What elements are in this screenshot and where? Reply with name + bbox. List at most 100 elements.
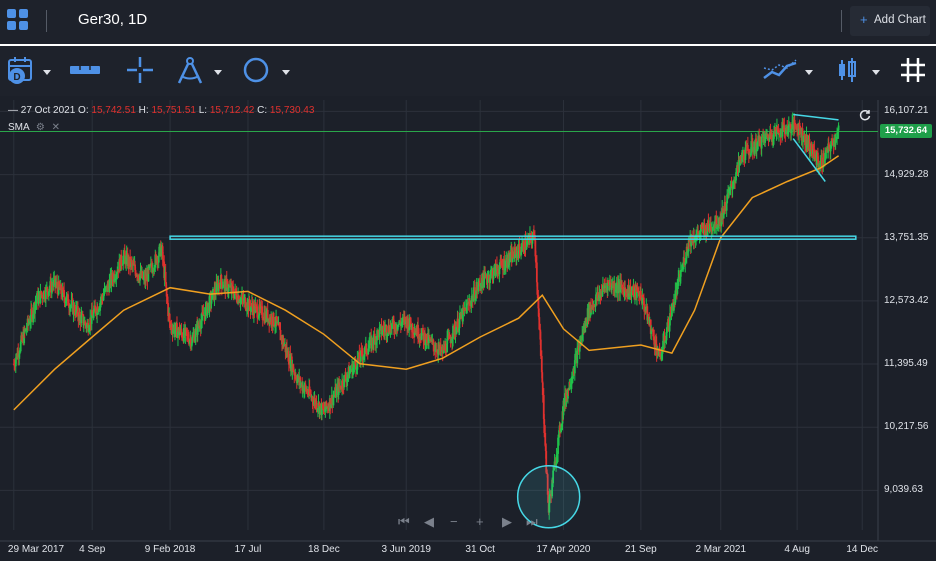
candle-body: [807, 139, 810, 145]
scroll-start-icon[interactable]: ⏮: [398, 514, 410, 529]
crosshair-icon[interactable]: [124, 54, 156, 86]
candle-body: [553, 461, 556, 466]
candle-body: [512, 251, 515, 258]
candle-body: [755, 149, 758, 152]
candle-body: [669, 313, 671, 326]
tab-ger30[interactable]: Ger30, 1D: [50, 0, 168, 46]
candle-body: [646, 317, 649, 321]
sma-line: [13, 155, 840, 411]
candle-body: [800, 128, 803, 138]
candlestick-type-icon[interactable]: [834, 54, 860, 86]
candle-body: [367, 348, 370, 355]
candle-body: [559, 425, 561, 432]
settings-icon[interactable]: ⚙: [35, 122, 45, 133]
candle-body: [831, 140, 834, 146]
candle-body: [828, 144, 831, 150]
candle-body: [338, 382, 341, 387]
candle-body: [360, 350, 363, 352]
candle-body: [310, 396, 313, 398]
candle-body: [90, 310, 93, 324]
candle-body: [40, 291, 43, 296]
scroll-left-icon[interactable]: ◀: [424, 514, 434, 529]
candle-body: [275, 316, 278, 323]
candle-body: [790, 129, 793, 134]
candle-body: [283, 345, 285, 347]
candle-body: [256, 317, 259, 319]
scroll-right-icon[interactable]: ▶: [502, 514, 512, 529]
candle-body: [65, 295, 68, 302]
candle-body: [321, 403, 323, 415]
candle-body: [662, 340, 664, 350]
grid-toggle-icon[interactable]: [898, 54, 928, 86]
refresh-icon[interactable]: [858, 108, 872, 122]
circle-shape-icon[interactable]: [240, 54, 272, 86]
candle-body: [241, 294, 244, 299]
chart-canvas[interactable]: [0, 96, 936, 561]
candle-body: [314, 397, 316, 405]
zoom-out-icon[interactable]: −: [450, 514, 458, 529]
candle-body: [303, 384, 306, 390]
x-tick-label: 4 Aug: [784, 544, 810, 555]
x-tick-label: 29 Mar 2017: [7, 544, 65, 555]
candle-body: [508, 258, 511, 263]
chevron-down-icon[interactable]: [282, 70, 290, 75]
candle-body: [210, 299, 213, 304]
candle-body: [334, 387, 337, 398]
candle-body: [117, 269, 120, 272]
candle-body: [80, 314, 83, 316]
candle-body: [196, 322, 199, 335]
candle-body: [686, 251, 689, 253]
candle-body: [472, 287, 475, 296]
candle-body: [811, 151, 813, 154]
candle-body: [791, 119, 794, 123]
candle-body: [391, 319, 394, 325]
candle-body: [325, 407, 328, 409]
zoom-in-icon[interactable]: +: [476, 514, 484, 529]
chevron-down-icon[interactable]: [872, 70, 880, 75]
candle-body: [552, 470, 555, 484]
candle-body: [222, 286, 225, 288]
candle-body: [38, 292, 40, 296]
candle-body: [348, 371, 351, 379]
candle-body: [120, 254, 123, 265]
dashboard-grid-icon[interactable]: [7, 9, 29, 31]
candle-body: [136, 275, 138, 278]
candle-body: [258, 304, 261, 309]
candle-body: [534, 240, 537, 257]
candle-body: [652, 329, 655, 337]
candle-body: [120, 264, 123, 266]
chevron-down-icon[interactable]: [43, 70, 51, 75]
candle-body: [62, 287, 65, 290]
chevron-down-icon[interactable]: [805, 70, 813, 75]
candle-body: [581, 334, 584, 340]
candle-body: [593, 306, 596, 308]
candle-body: [591, 306, 594, 308]
candle-body: [238, 302, 240, 304]
candle-body: [48, 288, 51, 292]
candle-body: [327, 407, 330, 411]
candle-body: [36, 293, 38, 302]
candle-body: [132, 263, 135, 266]
measure-icon[interactable]: [68, 54, 102, 86]
drawing-compass-icon[interactable]: [174, 54, 206, 86]
candle-body: [194, 328, 197, 337]
candle-body: [646, 306, 649, 321]
candle-body: [501, 264, 504, 270]
add-chart-button[interactable]: + Add Chart: [850, 6, 930, 36]
calendar-icon[interactable]: D: [6, 54, 38, 86]
candle-body: [220, 282, 223, 289]
candle-body: [385, 326, 388, 336]
candle-body: [653, 336, 656, 345]
sma-legend[interactable]: SMA ⚙ ✕: [8, 122, 60, 133]
candle-body: [551, 479, 554, 497]
candle-body: [683, 258, 686, 266]
candle-body: [426, 334, 428, 343]
candle-body: [424, 342, 427, 346]
chevron-down-icon[interactable]: [214, 70, 222, 75]
indicators-icon[interactable]: [762, 54, 798, 86]
scroll-end-icon[interactable]: ⏭: [526, 514, 538, 529]
close-icon[interactable]: ✕: [51, 122, 61, 133]
candle-body: [446, 338, 449, 353]
candle-body: [237, 295, 240, 303]
